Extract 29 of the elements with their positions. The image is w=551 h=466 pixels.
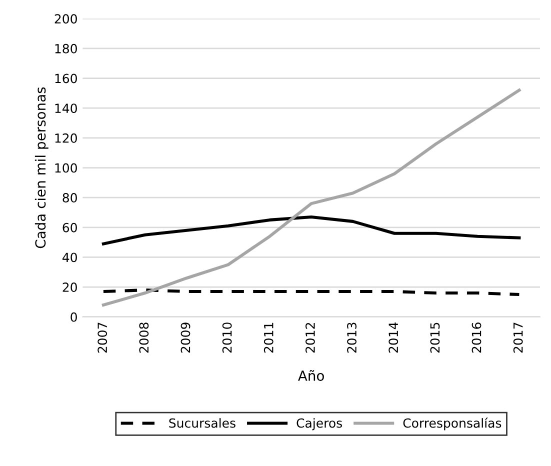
y-tick-label: 0 bbox=[70, 312, 77, 322]
y-tick-label: 200 bbox=[54, 14, 77, 24]
x-tick-label: 2008 bbox=[139, 322, 149, 353]
x-tick-label: 2016 bbox=[472, 322, 482, 353]
y-tick-label: 140 bbox=[55, 104, 77, 114]
x-tick-label: 2007 bbox=[98, 322, 108, 353]
legend-label: Corresponsalías bbox=[403, 418, 502, 430]
y-tick-label: 100 bbox=[55, 163, 77, 173]
y-tick-label: 160 bbox=[55, 74, 77, 84]
x-tick-label: 2015 bbox=[430, 322, 440, 353]
x-tick-label: 2013 bbox=[347, 322, 357, 353]
x-tick-label: 2012 bbox=[305, 322, 315, 353]
y-axis-title: Cada cien mil personas bbox=[34, 87, 48, 248]
legend-label: Sucursales bbox=[169, 418, 236, 428]
line-series bbox=[102, 215, 521, 246]
y-tick-label: 40 bbox=[62, 252, 77, 262]
x-tick-label: 2014 bbox=[388, 322, 398, 353]
x-axis-title: Año bbox=[298, 370, 324, 381]
y-tick-label: 120 bbox=[55, 133, 77, 143]
x-tick-label: 2009 bbox=[180, 322, 190, 353]
legend-label: Cajeros bbox=[296, 418, 342, 430]
x-tick-label: 2011 bbox=[264, 322, 274, 353]
y-tick-label: 80 bbox=[62, 193, 77, 203]
x-tick-label: 2010 bbox=[222, 322, 232, 353]
line-series bbox=[102, 88, 521, 306]
y-tick-label: 20 bbox=[62, 282, 77, 292]
y-tick-label: 180 bbox=[55, 44, 77, 54]
y-tick-label: 60 bbox=[62, 222, 77, 232]
x-tick-label: 2017 bbox=[513, 322, 523, 353]
